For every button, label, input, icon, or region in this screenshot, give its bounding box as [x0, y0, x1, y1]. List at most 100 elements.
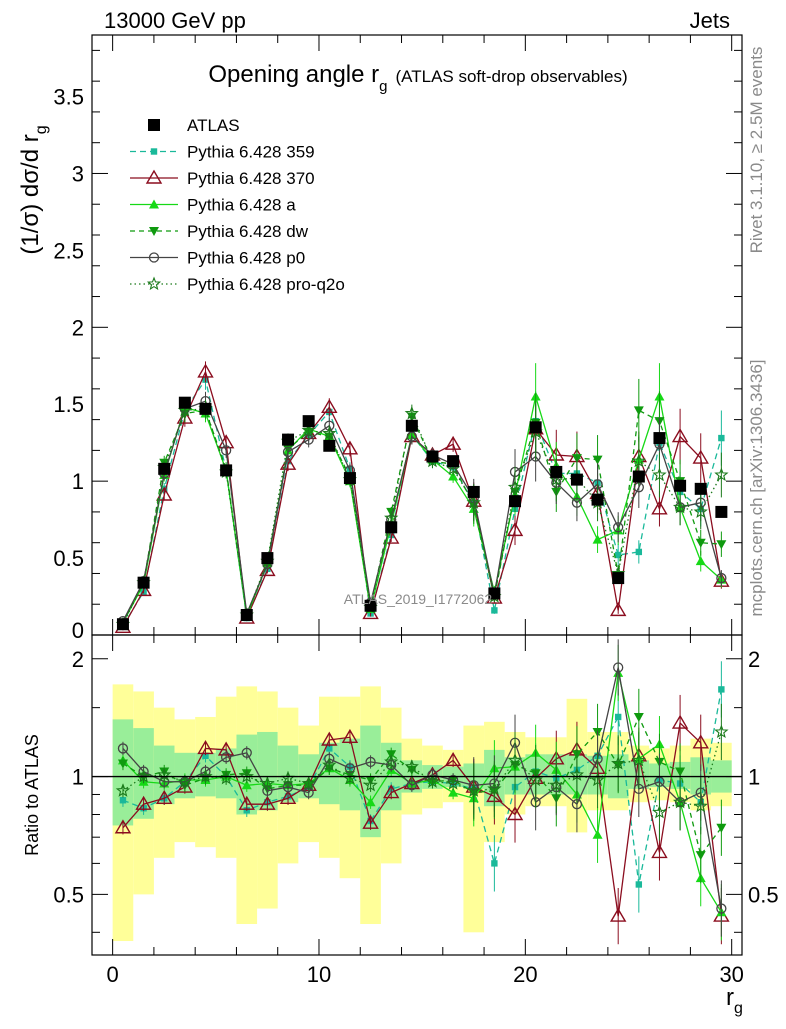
- atlas-point: [302, 415, 315, 428]
- ratio-point: [157, 767, 172, 781]
- x-tick-label: 20: [513, 962, 537, 987]
- legend-label: Pythia 6.428 359: [187, 143, 315, 162]
- analysis-watermark: ATLAS_2019_I1772062: [344, 591, 493, 607]
- ratio-point: [672, 794, 688, 809]
- data-point: [635, 548, 643, 556]
- legend-label: Pythia 6.428 pro-q2o: [187, 275, 345, 294]
- atlas-point: [529, 421, 542, 434]
- ratio-point: [238, 795, 255, 810]
- atlas-point: [591, 493, 604, 506]
- legend-label: Pythia 6.428 p0: [187, 249, 305, 268]
- y-tick-label: 3.5: [53, 85, 84, 110]
- data-point: [718, 434, 725, 442]
- y-tick-label: 3: [72, 161, 84, 186]
- atlas-point: [199, 402, 212, 415]
- band-inner: [112, 719, 134, 826]
- ratio-point: [322, 757, 337, 772]
- ratio-point: [652, 804, 667, 819]
- ratio-point: [241, 747, 252, 758]
- data-point: [491, 607, 498, 614]
- data-point: [592, 534, 603, 544]
- ratio-point: [549, 777, 564, 792]
- y-tick-label: 2: [72, 315, 84, 340]
- ratio-point: [198, 769, 213, 783]
- legend-entry: ATLAS: [148, 116, 240, 135]
- data-point: [321, 398, 338, 414]
- y-tick-label: 2.5: [53, 238, 84, 263]
- ratio-point: [487, 781, 502, 796]
- atlas-point: [240, 609, 253, 621]
- data-point: [633, 406, 644, 416]
- plot-title-suffix: (ATLAS soft-drop observables): [396, 67, 628, 86]
- x-axis-label-main: r: [726, 984, 734, 1011]
- series-line: [122, 408, 722, 625]
- atlas-point: [385, 521, 398, 534]
- data-point: [592, 455, 603, 465]
- ratio-point: [613, 662, 624, 673]
- ratio-point: [279, 789, 297, 804]
- ratio-point: [635, 881, 643, 888]
- atlas-point: [323, 439, 336, 452]
- ratio-point: [631, 752, 646, 767]
- y-tick-label: 1.5: [53, 392, 84, 417]
- band-outer: [463, 725, 485, 933]
- data-point: [614, 551, 622, 559]
- mcplots-side-label: mcplots.cern.ch [arXiv:1306.3436]: [747, 359, 766, 616]
- ratio-point: [220, 752, 232, 763]
- rivet-side-label: Rivet 3.1.10, ≥ 2.5M events: [747, 47, 766, 254]
- data-point: [716, 572, 727, 584]
- ratio-point: [135, 795, 152, 810]
- ratio-point: [448, 787, 459, 797]
- legend-entry: Pythia 6.428 p0: [130, 249, 305, 268]
- ratio-point: [716, 823, 727, 833]
- plot-title-subscript: g: [379, 78, 387, 95]
- legend-marker: [148, 252, 160, 263]
- y-axis-label-subscript: g: [33, 125, 50, 134]
- legend-entry: Pythia 6.428 a: [130, 196, 296, 215]
- y-tick-label-zero: 0: [72, 618, 84, 643]
- legend-entry: Pythia 6.428 pro-q2o: [130, 275, 345, 294]
- legend-label: Pythia 6.428 dw: [187, 222, 309, 241]
- data-point: [609, 601, 627, 617]
- data-point: [652, 467, 667, 482]
- data-point: [322, 425, 337, 440]
- ratio-point: [695, 851, 706, 861]
- ratio-point: [406, 780, 417, 791]
- data-point: [341, 440, 359, 455]
- ratio-point: [611, 755, 626, 770]
- ratio-point: [119, 797, 127, 804]
- ratio-point: [321, 731, 338, 746]
- ratio-point: [614, 713, 622, 721]
- ratio-point: [260, 775, 275, 790]
- data-point: [404, 406, 419, 420]
- data-point: [197, 363, 214, 378]
- ratio-point: [301, 776, 316, 790]
- legend-marker: [145, 169, 163, 184]
- ratio-point: [365, 756, 376, 768]
- ratio-point: [718, 686, 725, 693]
- series-line: [122, 378, 722, 627]
- ratio-panel-frame: [91, 634, 743, 956]
- data-point: [448, 471, 459, 481]
- atlas-point: [343, 472, 356, 485]
- series-line: [122, 400, 722, 622]
- ratio-y-tick-label-left: 1: [72, 765, 84, 790]
- legend-label: Pythia 6.428 370: [187, 169, 315, 188]
- ratio-point: [491, 860, 498, 867]
- ratio-point: [714, 724, 729, 739]
- atlas-point: [653, 432, 666, 445]
- atlas-point: [137, 576, 150, 589]
- ratio-point: [671, 714, 689, 729]
- atlas-point: [158, 462, 171, 475]
- atlas-point: [220, 464, 233, 477]
- data-point: [613, 522, 624, 533]
- ratio-point: [590, 772, 605, 787]
- ratio-y-tick-label-right: 1: [748, 765, 760, 790]
- atlas-point: [364, 599, 377, 612]
- atlas-point: [550, 465, 563, 478]
- data-point: [384, 510, 399, 525]
- ratio-line: [122, 689, 723, 885]
- legend-entry: Pythia 6.428 dw: [130, 222, 309, 241]
- plot-title: Opening angle rg (ATLAS soft-drop observa…: [208, 61, 627, 95]
- atlas-point: [612, 572, 625, 585]
